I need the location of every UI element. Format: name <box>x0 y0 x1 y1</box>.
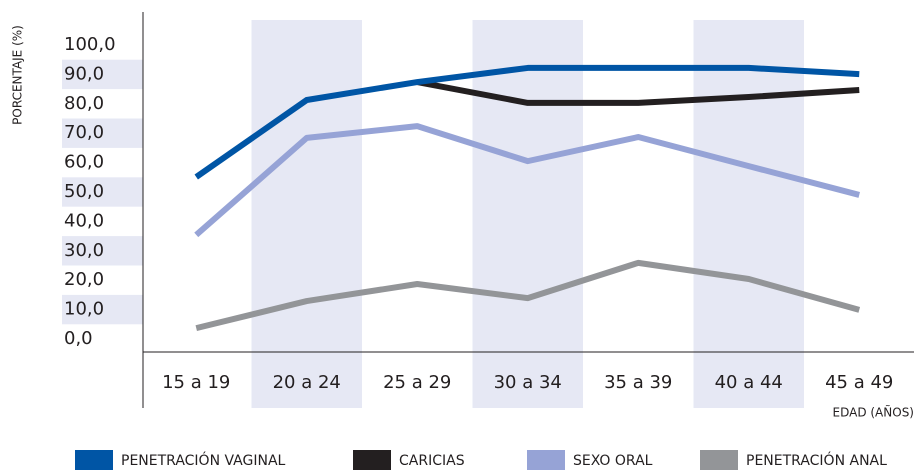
y-tick-label: 70,0 <box>64 122 104 143</box>
legend-label: SEXO ORAL <box>573 453 653 469</box>
legend-swatch <box>75 450 113 470</box>
tick-band <box>62 177 143 207</box>
legend-label: PENETRACIÓN ANAL <box>746 451 887 469</box>
x-tick-label: 45 a 49 <box>825 372 893 393</box>
legend-label: CARICIAS <box>399 453 465 469</box>
series-line <box>194 64 860 180</box>
y-tick-label: 60,0 <box>64 152 104 173</box>
series-line <box>195 259 861 332</box>
tick-band <box>62 294 143 325</box>
legend-swatch <box>700 450 738 470</box>
x-tick-label: 25 a 29 <box>383 372 451 393</box>
legend-swatch <box>353 450 391 470</box>
legend-label: PENETRACIÓN VAGINAL <box>121 451 286 469</box>
y-tick-label: 90,0 <box>64 63 104 84</box>
tick-band <box>62 59 143 90</box>
column-band <box>251 20 362 408</box>
series-line <box>194 123 861 238</box>
y-tick-label: 0,0 <box>64 328 93 349</box>
x-tick-label: 20 a 24 <box>273 372 341 393</box>
y-tick-label: 30,0 <box>64 240 104 261</box>
y-tick-label: 10,0 <box>64 299 104 320</box>
x-axis-label: EDAD (AÑOS) <box>833 405 915 420</box>
y-tick-label: 100,0 <box>64 34 116 55</box>
x-tick-label: 40 a 44 <box>715 372 783 393</box>
y-axis-label: PORCENTAJE (%) <box>11 25 25 125</box>
tick-band <box>62 118 143 148</box>
y-tick-label: 50,0 <box>64 181 104 202</box>
x-tick-label: 35 a 39 <box>604 372 672 393</box>
column-band <box>472 20 583 408</box>
column-band <box>693 20 804 408</box>
x-tick-label: 15 a 19 <box>162 372 230 393</box>
y-tick-label: 80,0 <box>64 93 104 114</box>
y-tick-label: 40,0 <box>64 210 104 231</box>
tick-band <box>62 236 143 266</box>
x-tick-label: 30 a 34 <box>494 372 562 393</box>
legend-swatch <box>527 450 565 470</box>
series-line <box>416 79 860 106</box>
y-tick-label: 20,0 <box>64 269 104 290</box>
